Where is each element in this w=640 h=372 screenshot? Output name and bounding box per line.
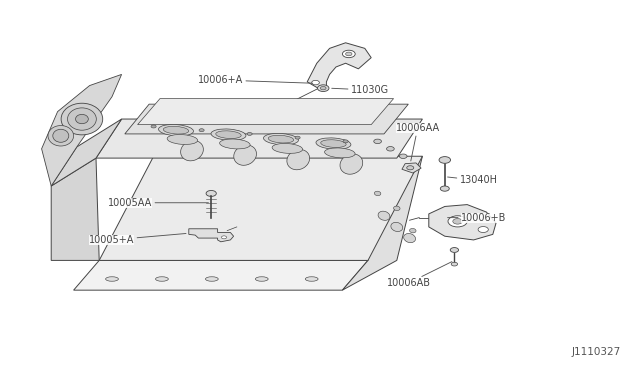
Polygon shape [96, 119, 422, 158]
Ellipse shape [440, 186, 449, 191]
Ellipse shape [399, 154, 407, 158]
Polygon shape [429, 205, 496, 240]
Ellipse shape [52, 129, 69, 142]
Text: 10006AA: 10006AA [396, 124, 440, 161]
Polygon shape [51, 119, 122, 186]
Polygon shape [402, 163, 421, 173]
Polygon shape [125, 104, 408, 134]
Ellipse shape [346, 52, 352, 56]
Ellipse shape [180, 141, 204, 161]
Text: 13040H: 13040H [447, 176, 497, 185]
Ellipse shape [453, 219, 463, 224]
Ellipse shape [255, 277, 268, 281]
Polygon shape [189, 229, 234, 242]
Ellipse shape [221, 236, 227, 239]
Ellipse shape [272, 144, 303, 153]
Ellipse shape [478, 227, 488, 232]
Text: 11030G: 11030G [332, 85, 389, 95]
Ellipse shape [378, 211, 390, 220]
Ellipse shape [167, 135, 198, 144]
Ellipse shape [205, 277, 218, 281]
Ellipse shape [211, 129, 246, 140]
Ellipse shape [321, 86, 326, 90]
Ellipse shape [451, 248, 458, 252]
Ellipse shape [151, 125, 156, 128]
Ellipse shape [268, 135, 294, 143]
Ellipse shape [159, 125, 193, 136]
Ellipse shape [234, 145, 257, 165]
Ellipse shape [374, 191, 381, 196]
Ellipse shape [316, 138, 351, 149]
Ellipse shape [312, 80, 319, 85]
Ellipse shape [264, 134, 298, 145]
Ellipse shape [317, 85, 329, 92]
Ellipse shape [305, 277, 318, 281]
Text: 10006AB: 10006AB [387, 262, 452, 288]
Ellipse shape [451, 262, 458, 266]
Ellipse shape [410, 228, 416, 233]
Ellipse shape [106, 277, 118, 281]
Ellipse shape [448, 216, 467, 227]
Ellipse shape [247, 132, 252, 135]
Ellipse shape [343, 140, 348, 143]
Ellipse shape [216, 131, 241, 138]
Text: J1110327: J1110327 [572, 347, 621, 357]
Ellipse shape [407, 166, 414, 170]
Ellipse shape [206, 190, 216, 196]
Polygon shape [74, 260, 368, 290]
Text: 10005+A: 10005+A [89, 234, 186, 245]
Ellipse shape [48, 125, 74, 146]
Ellipse shape [387, 147, 394, 151]
Ellipse shape [324, 148, 355, 158]
Ellipse shape [295, 136, 300, 139]
Ellipse shape [321, 140, 346, 147]
Ellipse shape [391, 222, 403, 231]
Ellipse shape [340, 154, 363, 174]
Ellipse shape [156, 277, 168, 281]
Text: 10006+B: 10006+B [447, 213, 506, 222]
Ellipse shape [374, 139, 381, 144]
Polygon shape [342, 156, 422, 290]
Ellipse shape [61, 103, 103, 135]
Ellipse shape [163, 126, 189, 134]
Polygon shape [42, 74, 122, 186]
Ellipse shape [76, 114, 88, 124]
Ellipse shape [404, 234, 415, 243]
Ellipse shape [287, 150, 310, 170]
Polygon shape [51, 158, 99, 260]
Ellipse shape [342, 50, 355, 58]
Text: 10005AA: 10005AA [108, 198, 209, 208]
Ellipse shape [394, 206, 400, 211]
Ellipse shape [220, 139, 250, 149]
Polygon shape [99, 156, 422, 260]
Polygon shape [138, 99, 394, 125]
Ellipse shape [199, 129, 204, 132]
Text: 10006+A: 10006+A [198, 75, 313, 85]
Polygon shape [307, 43, 371, 89]
Ellipse shape [439, 157, 451, 163]
Ellipse shape [68, 108, 96, 130]
